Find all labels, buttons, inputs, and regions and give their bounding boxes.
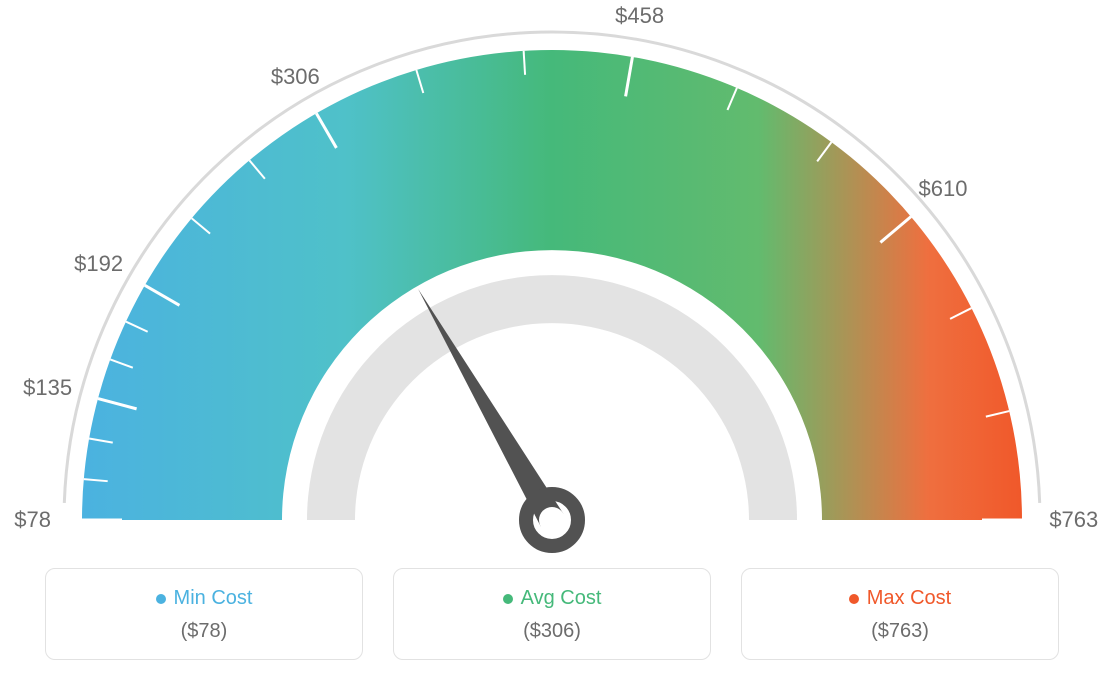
legend-card: Min Cost ($78) bbox=[45, 568, 363, 660]
legend-value: ($78) bbox=[46, 620, 362, 643]
legend-dot-icon bbox=[503, 594, 513, 604]
gauge-tick-label: $610 bbox=[919, 176, 968, 202]
legend-card: Avg Cost ($306) bbox=[393, 568, 711, 660]
cost-gauge-infographic: $78 $135 $192 $306 $458 $610 $763 Min Cost ($78… bbox=[0, 0, 1104, 690]
legend-value: ($763) bbox=[742, 620, 1058, 643]
legend-dot-icon bbox=[849, 594, 859, 604]
gauge-tick-label: $306 bbox=[271, 64, 320, 90]
legend-title: Avg Cost bbox=[503, 587, 602, 610]
legend: Min Cost ($78) Avg Cost ($306) Max Cost ($763… bbox=[45, 568, 1059, 660]
legend-title: Min Cost bbox=[156, 587, 253, 610]
legend-value: ($306) bbox=[394, 620, 710, 643]
legend-dot-icon bbox=[156, 594, 166, 604]
gauge-tick-label: $78 bbox=[14, 507, 51, 533]
gauge-tick-label: $135 bbox=[23, 375, 72, 401]
gauge-tick-label: $458 bbox=[615, 3, 664, 29]
legend-label: Min Cost bbox=[174, 587, 253, 610]
gauge: $78 $135 $192 $306 $458 $610 $763 bbox=[0, 0, 1104, 560]
legend-card: Max Cost ($763) bbox=[741, 568, 1059, 660]
gauge-tick-label: $192 bbox=[74, 251, 123, 277]
legend-label: Max Cost bbox=[867, 587, 951, 610]
gauge-tick-label: $763 bbox=[1049, 507, 1098, 533]
legend-label: Avg Cost bbox=[521, 587, 602, 610]
legend-title: Max Cost bbox=[849, 587, 951, 610]
